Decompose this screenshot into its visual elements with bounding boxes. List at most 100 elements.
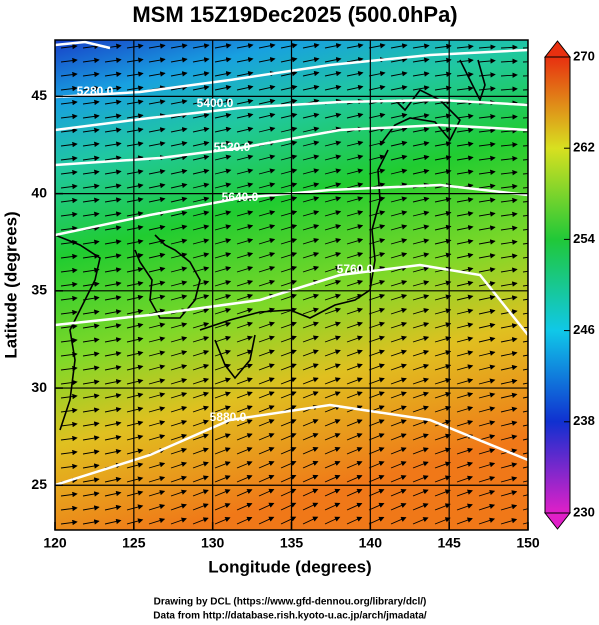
streamline-arrow xyxy=(104,57,122,63)
streamline-arrow xyxy=(324,391,341,399)
streamline-arrow xyxy=(522,117,528,119)
streamline-arrow xyxy=(258,363,275,371)
streamline-arrow xyxy=(390,154,408,161)
streamline-arrow xyxy=(60,211,78,218)
streamline-arrow xyxy=(126,378,144,385)
streamline-arrow xyxy=(104,99,122,105)
streamline-arrow xyxy=(236,502,253,511)
streamline-arrow xyxy=(60,253,78,260)
streamline-arrow xyxy=(126,71,144,77)
streamline-arrow xyxy=(82,267,100,273)
x-tick-label: 150 xyxy=(516,535,540,551)
streamline-arrow xyxy=(258,488,275,497)
contour-label: 5400.0 xyxy=(197,96,234,110)
streamline-arrow xyxy=(192,85,210,91)
streamline-arrow xyxy=(214,154,232,161)
streamline-arrow xyxy=(302,43,320,49)
streamline-arrow xyxy=(170,85,188,91)
streamline-arrow xyxy=(478,44,496,50)
streamline-arrow xyxy=(368,377,385,385)
streamline-arrow xyxy=(434,280,452,287)
streamline-arrow xyxy=(126,197,144,203)
streamline-arrow xyxy=(346,335,363,343)
streamline-arrow xyxy=(412,461,429,469)
streamline-arrow xyxy=(236,57,254,63)
streamline-arrow xyxy=(500,142,518,148)
colorbar-tick-label: 270 xyxy=(573,48,595,63)
streamline-arrow xyxy=(390,502,407,511)
streamline-arrow xyxy=(104,365,122,371)
streamline-arrow xyxy=(236,196,254,203)
streamline-arrow xyxy=(192,154,210,161)
streamline-arrow xyxy=(368,238,386,245)
streamline-arrow xyxy=(522,368,528,371)
streamline-arrow xyxy=(324,57,342,63)
streamline-arrow xyxy=(324,210,342,217)
streamline-arrow xyxy=(412,168,430,175)
streamline-arrow xyxy=(126,406,144,413)
streamline-arrow xyxy=(302,196,320,203)
streamline-arrow xyxy=(324,516,341,525)
streamline-arrow xyxy=(236,182,254,189)
streamline-arrow xyxy=(82,85,100,92)
streamline-arrow xyxy=(60,519,78,526)
streamline-arrow xyxy=(522,340,528,343)
streamline-arrow xyxy=(522,480,528,483)
x-axis-label: Longitude (degrees) xyxy=(208,557,371,576)
streamline-arrow xyxy=(126,280,144,287)
streamline-arrow xyxy=(280,363,297,371)
streamline-arrow xyxy=(126,239,144,245)
streamline-arrow xyxy=(192,489,209,497)
streamline-arrow xyxy=(126,322,144,329)
streamline-arrow xyxy=(214,210,232,217)
streamline-arrow xyxy=(236,84,254,91)
streamline-arrow xyxy=(82,407,100,413)
streamline-arrow xyxy=(478,253,496,259)
streamline-arrow xyxy=(258,377,275,385)
streamline-arrow xyxy=(346,84,364,91)
streamline-arrow xyxy=(456,517,473,525)
streamline-arrow xyxy=(280,168,298,175)
streamline-arrow xyxy=(522,187,528,189)
streamline-arrow xyxy=(390,71,408,77)
streamline-arrow xyxy=(192,475,209,483)
streamline-arrow xyxy=(170,210,188,217)
streamline-arrow xyxy=(258,224,276,231)
streamline-arrow xyxy=(192,447,209,455)
streamline-arrow xyxy=(236,433,253,441)
streamline-arrow xyxy=(126,336,144,343)
streamline-arrow xyxy=(82,183,100,189)
streamline-arrow xyxy=(478,141,496,148)
streamline-arrow xyxy=(456,211,474,217)
streamline-arrow xyxy=(104,127,122,133)
streamline-arrow xyxy=(258,502,275,511)
streamline-arrow xyxy=(170,294,188,301)
streamline-arrow xyxy=(368,112,386,119)
streamline-arrow xyxy=(214,57,232,63)
streamline-arrow xyxy=(500,518,518,525)
streamline-arrow xyxy=(302,474,319,483)
streamline-arrow xyxy=(236,321,254,329)
x-tick-label: 125 xyxy=(122,535,146,551)
streamline-arrow xyxy=(302,488,319,497)
streamline-arrow xyxy=(390,224,408,231)
streamline-arrow xyxy=(522,201,528,203)
streamline-arrow xyxy=(82,505,100,511)
streamline-arrow xyxy=(214,335,232,343)
streamline-arrow xyxy=(104,281,122,287)
streamline-arrow xyxy=(258,43,276,49)
streamline-arrow xyxy=(302,251,320,259)
streamline-arrow xyxy=(368,252,386,259)
streamline-arrow xyxy=(302,57,320,63)
streamline-arrow xyxy=(346,182,364,189)
streamline-arrow xyxy=(104,267,122,273)
streamline-arrow xyxy=(192,377,210,385)
streamline-arrow xyxy=(522,173,528,175)
streamline-arrow xyxy=(500,72,518,78)
streamline-arrow xyxy=(214,266,232,273)
streamline-arrow xyxy=(60,407,78,414)
streamline-arrow xyxy=(434,364,452,371)
streamline-arrow xyxy=(346,196,364,203)
streamline-arrow xyxy=(236,405,253,413)
streamline-arrow xyxy=(324,307,341,315)
